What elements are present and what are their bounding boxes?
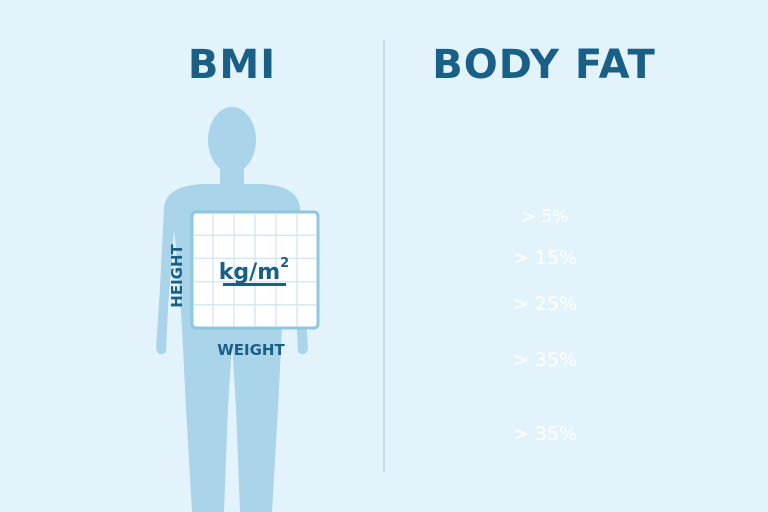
unit-label: kg/m2: [219, 256, 289, 285]
bmi-title: BMI: [187, 42, 277, 88]
body-fat-title: BODY FAT: [432, 42, 656, 88]
weight-label: WEIGHT: [217, 341, 285, 359]
fat-band-label: > 25%: [513, 293, 577, 315]
fat-band-label: > 35%: [513, 423, 577, 445]
height-label: HEIGHT: [168, 243, 186, 307]
fraction-bar: [223, 283, 286, 286]
fat-band-label: > 15%: [513, 247, 577, 269]
fat-band-label: > 5%: [522, 207, 569, 227]
bmi-silhouette: [156, 107, 308, 512]
fat-band: [440, 393, 650, 512]
bmi-grid: [190, 210, 320, 330]
fat-band-label: > 35%: [513, 349, 577, 371]
